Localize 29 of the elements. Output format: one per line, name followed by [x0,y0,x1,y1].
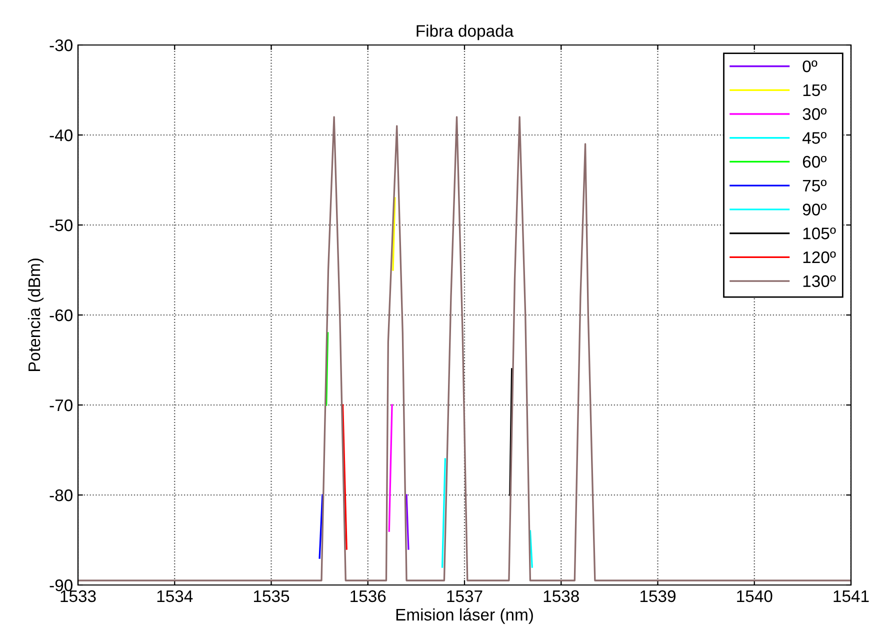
x-tick-label: 1541 [834,590,869,602]
x-tick-label: 1539 [640,590,676,602]
legend-label: 45º [802,132,827,144]
legend-label: 75º [802,180,827,192]
x-tick-label: 1538 [544,590,579,602]
legend-label: 90º [802,204,827,216]
y-tick-label: -30 [50,39,72,52]
x-tick-label: 1534 [157,590,193,602]
legend-label: 105º [803,228,836,240]
y-tick-label: -50 [50,219,72,232]
x-tick-label: 1537 [447,590,482,602]
chart-title: Fibra dopada [416,24,514,40]
legend-label: 130º [803,275,836,288]
legend-label: 120º [803,251,836,264]
legend-label: 15º [803,84,827,96]
y-tick-label: -70 [50,399,72,412]
x-tick-label: 1535 [254,590,290,602]
legend-label: 30º [802,108,827,120]
x-tick-label: 1540 [737,590,772,602]
y-tick-label: -90 [50,579,72,592]
legend-label: 60º [802,156,827,168]
y-tick-label: -80 [50,489,72,502]
y-tick-label: -40 [50,129,72,142]
y-tick-label: -60 [50,309,72,322]
x-tick-label: 1533 [60,590,96,602]
x-axis-title: Emision láser (nm) [396,608,533,624]
legend-label: 0º [802,60,818,72]
y-axis-title: Potencia (dBm) [28,258,44,372]
x-tick-label: 1536 [350,590,386,602]
